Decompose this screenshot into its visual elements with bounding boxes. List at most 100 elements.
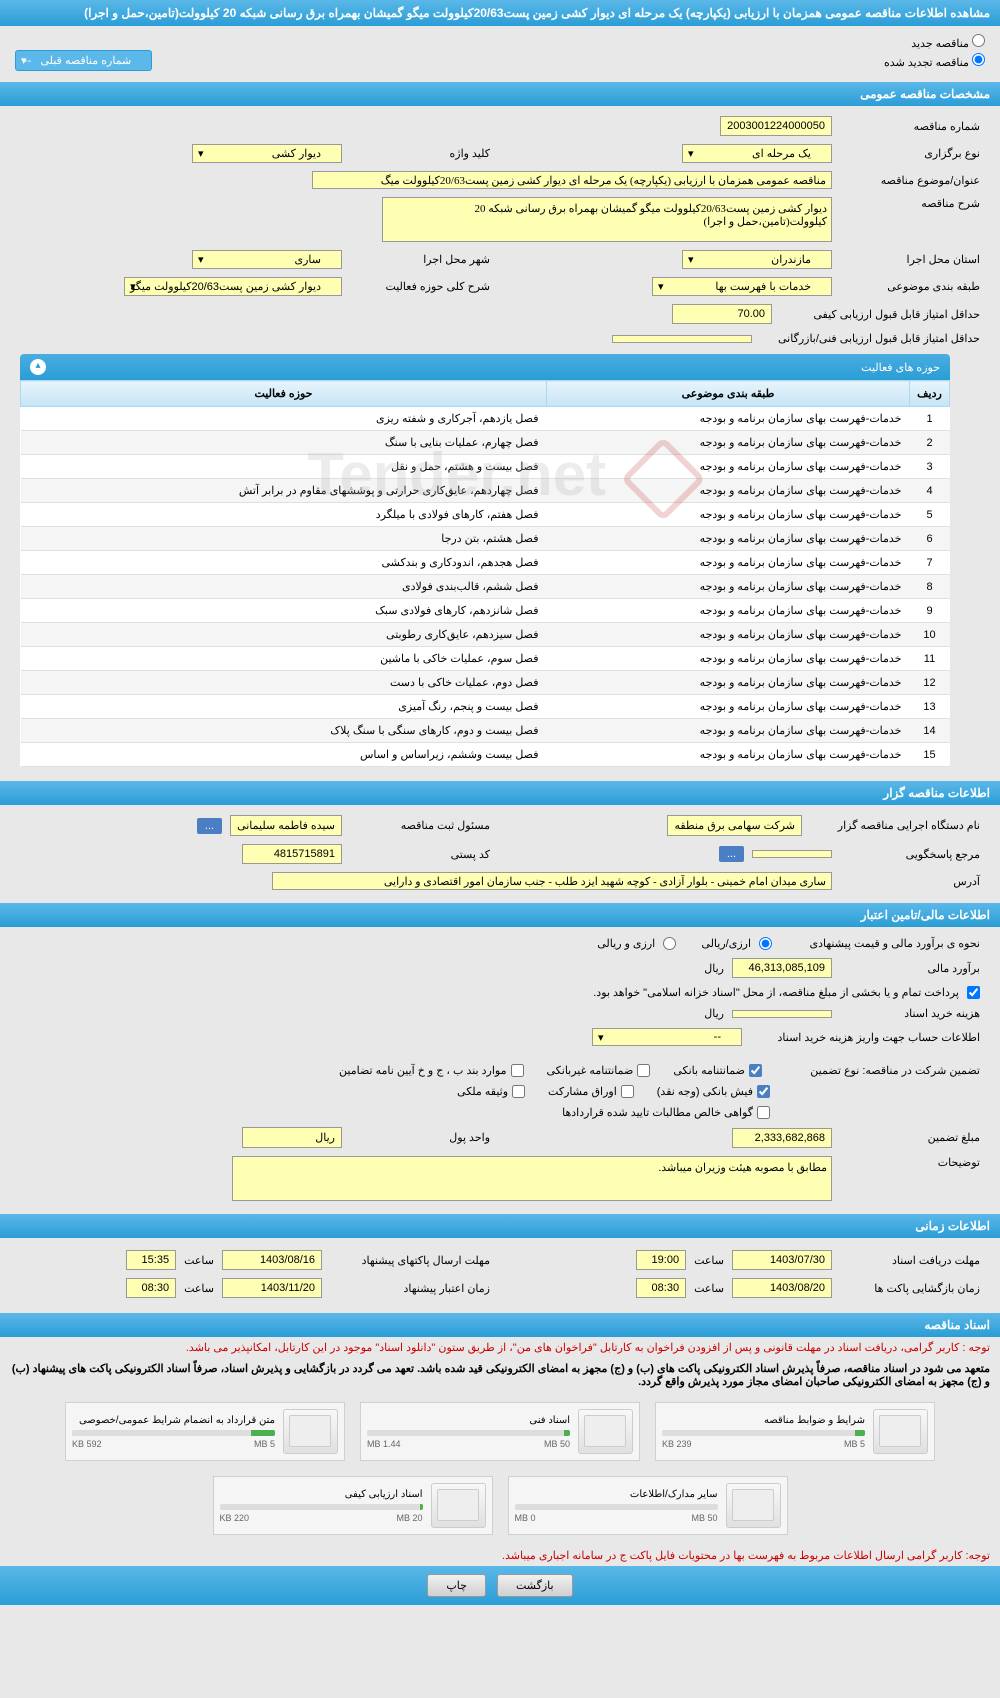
receive-deadline-label: مهلت دریافت اسناد bbox=[840, 1254, 980, 1267]
doc-notice-1: توجه : کاربر گرامی، دریافت اسناد در مهلت… bbox=[0, 1337, 1000, 1358]
province-dropdown[interactable]: مازندران bbox=[682, 250, 832, 269]
document-item[interactable]: متن قرارداد به انضمام شرایط عمومی/خصوصی … bbox=[65, 1402, 345, 1461]
activity-panel-title: حوزه های فعالیت bbox=[861, 361, 940, 374]
table-row: 9خدمات-فهرست بهای سازمان برنامه و بودجهف… bbox=[21, 599, 950, 623]
receive-deadline-date: 1403/07/30 bbox=[732, 1250, 832, 1270]
page-title: مشاهده اطلاعات مناقصه عمومی همزمان با ار… bbox=[0, 0, 1000, 26]
activity-desc-dropdown[interactable]: دیوار کشی زمین پست20/63کیلوولت میگو bbox=[124, 277, 342, 296]
col-category: طبقه بندی موضوعی bbox=[546, 381, 909, 407]
folder-icon bbox=[578, 1409, 633, 1454]
guarantee-amount-value: 2,333,682,868 bbox=[732, 1128, 832, 1148]
opening-date: 1403/08/20 bbox=[732, 1278, 832, 1298]
province-label: استان محل اجرا bbox=[840, 253, 980, 266]
keyword-dropdown[interactable]: دیوار کشی bbox=[192, 144, 342, 163]
rial-unit: ریال bbox=[704, 962, 724, 975]
radio-rial[interactable] bbox=[759, 937, 772, 950]
category-dropdown[interactable]: خدمات با فهرست بها bbox=[652, 277, 832, 296]
table-row: 7خدمات-فهرست بهای سازمان برنامه و بودجهف… bbox=[21, 551, 950, 575]
money-unit-value: ریال bbox=[242, 1127, 342, 1148]
guarantee-type-label: تضمین شرکت در مناقصه: نوع تضمین bbox=[770, 1064, 980, 1077]
keyword-label: کلید واژه bbox=[350, 147, 490, 160]
activity-table: ردیف طبقه بندی موضوعی حوزه فعالیت 1خدمات… bbox=[20, 380, 950, 767]
col-field: حوزه فعالیت bbox=[21, 381, 547, 407]
account-info-dropdown[interactable]: -- bbox=[592, 1028, 742, 1046]
packet-deadline-time: 15:35 bbox=[126, 1250, 176, 1270]
collapse-icon[interactable]: ▴ bbox=[30, 359, 46, 375]
title-input[interactable] bbox=[312, 171, 832, 189]
chk-bank-receipt[interactable] bbox=[757, 1085, 770, 1098]
table-row: 1خدمات-فهرست بهای سازمان برنامه و بودجهف… bbox=[21, 407, 950, 431]
prev-tender-dropdown[interactable]: شماره مناقصه قبلی -- bbox=[15, 50, 152, 71]
table-row: 13خدمات-فهرست بهای سازمان برنامه و بودجه… bbox=[21, 695, 950, 719]
table-row: 11خدمات-فهرست بهای سازمان برنامه و بودجه… bbox=[21, 647, 950, 671]
document-item[interactable]: شرایط و ضوابط مناقصه 5 MB239 KB bbox=[655, 1402, 935, 1461]
table-row: 6خدمات-فهرست بهای سازمان برنامه و بودجهف… bbox=[21, 527, 950, 551]
chk-property[interactable] bbox=[512, 1085, 525, 1098]
doc-notice-3: توجه: کاربر گرامی ارسال اطلاعات مربوط به… bbox=[0, 1545, 1000, 1566]
opening-label: زمان بازگشایی پاکت ها bbox=[840, 1282, 980, 1295]
chk-bank-guarantee[interactable] bbox=[749, 1064, 762, 1077]
chk-securities[interactable] bbox=[621, 1085, 634, 1098]
registrar-label: مسئول ثبت مناقصه bbox=[350, 819, 490, 832]
payment-note: پرداخت تمام و یا بخشی از مبلغ مناقصه، از… bbox=[593, 986, 959, 999]
document-item[interactable]: اسناد ارزیابی کیفی 20 MB220 KB bbox=[213, 1476, 493, 1535]
min-tech-value bbox=[612, 335, 752, 343]
folder-icon bbox=[283, 1409, 338, 1454]
folder-icon bbox=[873, 1409, 928, 1454]
radio-new-label: مناقصه جدید bbox=[911, 38, 969, 50]
table-row: 4خدمات-فهرست بهای سازمان برنامه و بودجهف… bbox=[21, 479, 950, 503]
guarantee-amount-label: مبلغ تضمین bbox=[840, 1131, 980, 1144]
chk-items[interactable] bbox=[511, 1064, 524, 1077]
notes-textarea[interactable] bbox=[232, 1156, 832, 1201]
doc-notice-2: متعهد می شود در اسناد مناقصه، صرفاً پذیر… bbox=[0, 1358, 1000, 1392]
money-unit-label: واحد پول bbox=[350, 1131, 490, 1144]
title-label: عنوان/موضوع مناقصه bbox=[840, 174, 980, 187]
min-quality-value: 70.00 bbox=[672, 304, 772, 324]
document-item[interactable]: اسناد فنی 50 MB1.44 MB bbox=[360, 1402, 640, 1461]
ref-label: مرجع پاسخگویی bbox=[840, 848, 980, 861]
radio-new-tender[interactable] bbox=[972, 34, 985, 47]
estimate-label: برآورد مالی bbox=[840, 962, 980, 975]
type-dropdown[interactable]: یک مرحله ای bbox=[682, 144, 832, 163]
chk-confirmed[interactable] bbox=[757, 1106, 770, 1119]
chk-nonbank-guarantee[interactable] bbox=[637, 1064, 650, 1077]
table-row: 15خدمات-فهرست بهای سازمان برنامه و بودجه… bbox=[21, 743, 950, 767]
chk-treasury[interactable] bbox=[967, 986, 980, 999]
table-row: 2خدمات-فهرست بهای سازمان برنامه و بودجهف… bbox=[21, 431, 950, 455]
table-row: 3خدمات-فهرست بهای سازمان برنامه و بودجهف… bbox=[21, 455, 950, 479]
radio-renewed-tender[interactable] bbox=[972, 53, 985, 66]
print-button[interactable]: چاپ bbox=[427, 1574, 486, 1597]
section-documents: اسناد مناقصه bbox=[0, 1313, 1000, 1337]
document-item[interactable]: سایر مدارک/اطلاعات 50 MB0 MB bbox=[508, 1476, 788, 1535]
min-tech-label: حداقل امتیاز قابل قبول ارزیابی فنی/بازرگ… bbox=[760, 332, 980, 345]
col-row: ردیف bbox=[910, 381, 950, 407]
postal-value: 4815715891 bbox=[242, 844, 342, 864]
estimate-value: 46,313,085,109 bbox=[732, 958, 832, 978]
table-row: 8خدمات-فهرست بهای سازمان برنامه و بودجهف… bbox=[21, 575, 950, 599]
packet-deadline-label: مهلت ارسال پاکتهای پیشنهاد bbox=[330, 1254, 490, 1267]
radio-currency[interactable] bbox=[663, 937, 676, 950]
tender-no-value: 2003001224000050 bbox=[720, 116, 832, 136]
address-label: آدرس bbox=[840, 875, 980, 888]
activity-desc-label: شرح کلی حوزه فعالیت bbox=[350, 280, 490, 293]
table-row: 10خدمات-فهرست بهای سازمان برنامه و بودجه… bbox=[21, 623, 950, 647]
validity-time: 08:30 bbox=[126, 1278, 176, 1298]
back-button[interactable]: بازگشت bbox=[497, 1574, 573, 1597]
ref-value bbox=[752, 850, 832, 858]
address-input[interactable] bbox=[272, 872, 832, 890]
category-label: طبقه بندی موضوعی bbox=[840, 280, 980, 293]
registrar-more-button[interactable]: ... bbox=[197, 818, 222, 834]
registrar-value: سیده فاطمه سلیمانی bbox=[230, 815, 342, 836]
estimate-method-label: نحوه ی برآورد مالی و قیمت پیشنهادی bbox=[780, 937, 980, 950]
folder-icon bbox=[431, 1483, 486, 1528]
validity-label: زمان اعتبار پیشنهاد bbox=[330, 1282, 490, 1295]
section-financial: اطلاعات مالی/تامین اعتبار bbox=[0, 903, 1000, 927]
desc-textarea[interactable] bbox=[382, 197, 832, 242]
desc-label: شرح مناقصه bbox=[840, 197, 980, 210]
min-quality-label: حداقل امتیاز قابل قبول ارزیابی کیفی bbox=[780, 308, 980, 321]
ref-more-button[interactable]: ... bbox=[719, 846, 744, 862]
city-dropdown[interactable]: ساری bbox=[192, 250, 342, 269]
org-value: شرکت سهامی برق منطقه bbox=[667, 815, 802, 836]
folder-icon bbox=[726, 1483, 781, 1528]
type-label: نوع برگزاری bbox=[840, 147, 980, 160]
